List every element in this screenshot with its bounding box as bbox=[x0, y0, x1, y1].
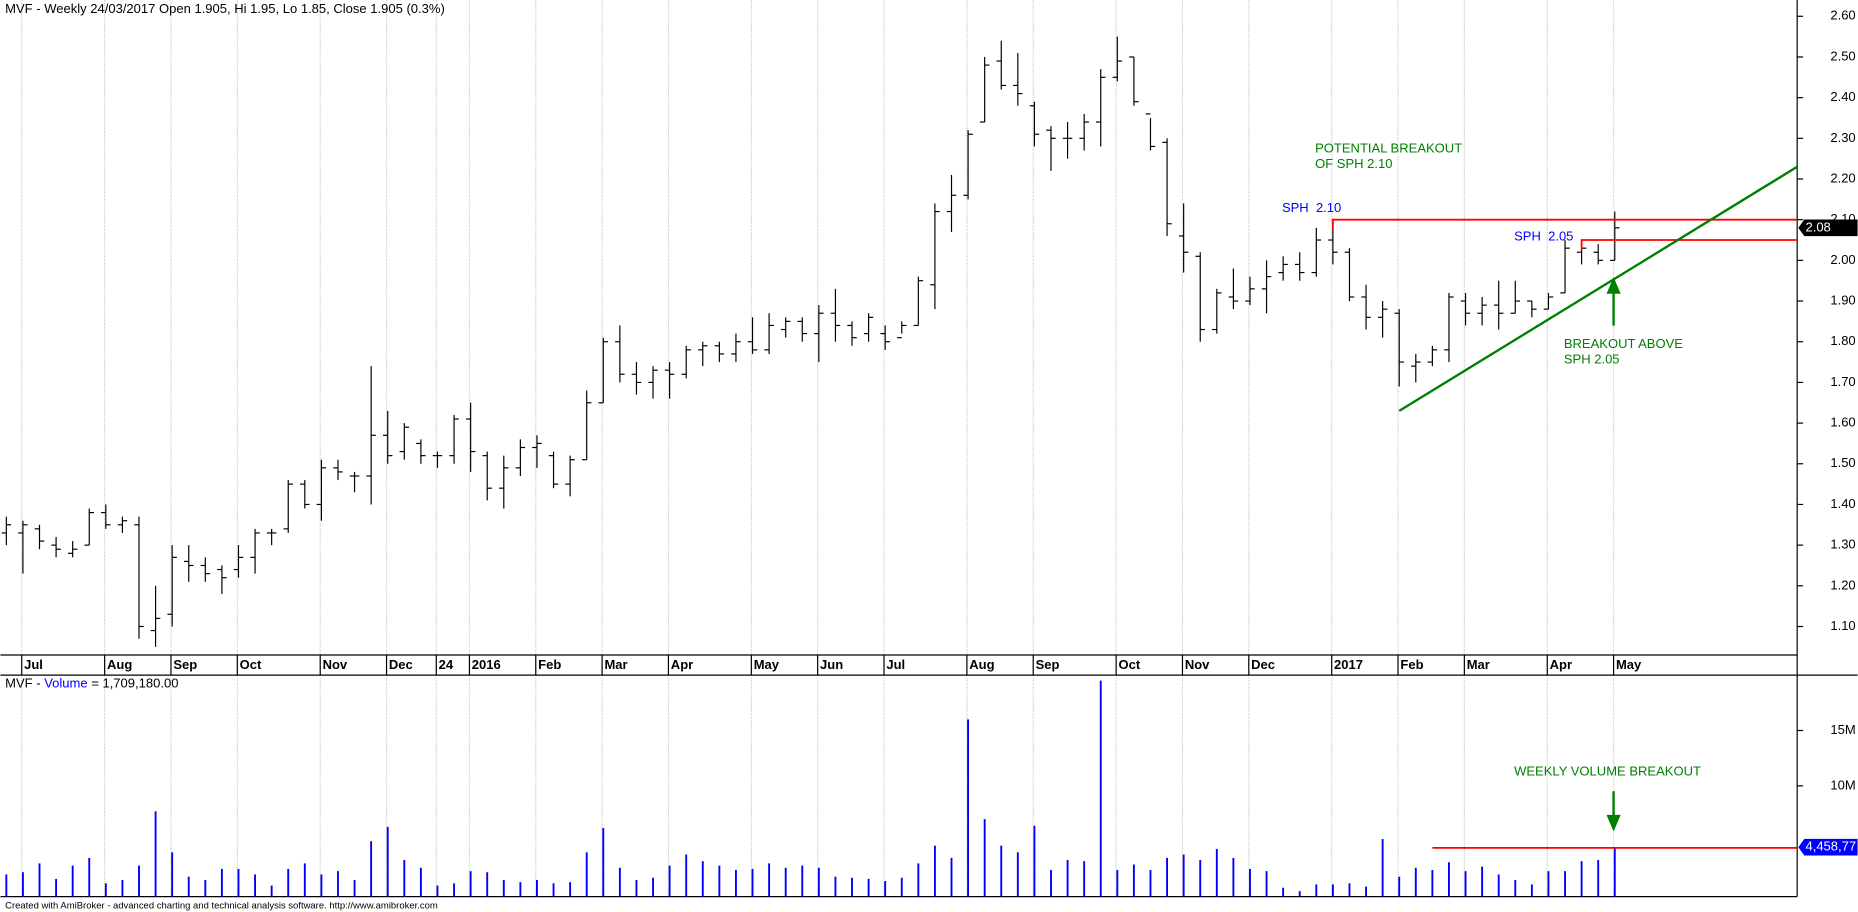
y-tick-label: 2.40 bbox=[1830, 89, 1855, 104]
annotation: OF SPH 2.10 bbox=[1315, 156, 1392, 171]
x-tick-label: Sep bbox=[173, 657, 197, 672]
x-tick-label: Feb bbox=[1400, 657, 1423, 672]
x-tick-label: Mar bbox=[604, 657, 627, 672]
last-value-marker bbox=[1798, 838, 1858, 856]
y-tick-label: 15M bbox=[1830, 722, 1855, 737]
x-tick-label: 2016 bbox=[472, 657, 501, 672]
x-tick-label: Apr bbox=[671, 657, 693, 672]
y-tick-label: 1.30 bbox=[1830, 537, 1855, 552]
x-tick-label: Oct bbox=[1119, 657, 1141, 672]
annotation: WEEKLY VOLUME BREAKOUT bbox=[1514, 764, 1701, 779]
footer: Created with AmiBroker - advanced charti… bbox=[5, 901, 438, 912]
last-value-marker bbox=[1798, 219, 1858, 237]
x-tick-label: Oct bbox=[240, 657, 262, 672]
y-tick-label: 1.10 bbox=[1830, 618, 1855, 633]
x-tick-label: Jun bbox=[820, 657, 843, 672]
y-tick-label: 1.60 bbox=[1830, 415, 1855, 430]
last-value-label: 2.08 bbox=[1805, 219, 1830, 234]
y-tick-label: 1.90 bbox=[1830, 292, 1855, 307]
y-tick-label: 1.20 bbox=[1830, 577, 1855, 592]
y-tick-label: 1.50 bbox=[1830, 455, 1855, 470]
x-tick-label: May bbox=[1616, 657, 1642, 672]
y-tick-label: 1.70 bbox=[1830, 374, 1855, 389]
y-tick-label: 2.00 bbox=[1830, 252, 1855, 267]
grid bbox=[21, 0, 1615, 897]
x-tick-label: Feb bbox=[538, 657, 561, 672]
x-tick-label: Nov bbox=[323, 657, 348, 672]
resistance-line bbox=[1580, 239, 1798, 250]
x-tick-label: Aug bbox=[107, 657, 132, 672]
last-value-label: 4,458,77 bbox=[1805, 839, 1856, 854]
annotation: BREAKOUT ABOVE bbox=[1564, 336, 1683, 351]
y-tick-label: 2.30 bbox=[1830, 130, 1855, 145]
y-tick-label: 10M bbox=[1830, 777, 1855, 792]
y-tick-label: 1.40 bbox=[1830, 496, 1855, 511]
x-tick-label: Nov bbox=[1185, 657, 1210, 672]
volume-title-prefix: MVF - bbox=[5, 676, 44, 691]
x-tick-label: Mar bbox=[1467, 657, 1490, 672]
price-title: MVF - Weekly 24/03/2017 Open 1.905, Hi 1… bbox=[5, 1, 445, 16]
x-tick-label: Jul bbox=[886, 657, 905, 672]
legend-entry: Volume bbox=[44, 676, 87, 691]
arrow bbox=[1606, 791, 1621, 832]
arrow bbox=[1606, 277, 1621, 326]
volume-title: MVF - Volume = 1,709,180.00 bbox=[5, 676, 178, 691]
annotation: SPH 2.05 bbox=[1564, 351, 1620, 366]
y-tick-label: 2.20 bbox=[1830, 170, 1855, 185]
y-tick-label: 2.50 bbox=[1830, 48, 1855, 63]
x-tick-label: Sep bbox=[1036, 657, 1060, 672]
x-tick-label: May bbox=[754, 657, 780, 672]
x-tick-label: Apr bbox=[1550, 657, 1572, 672]
annotation: POTENTIAL BREAKOUT bbox=[1315, 141, 1462, 156]
x-tick-label: 24 bbox=[439, 657, 454, 672]
trendline bbox=[1398, 165, 1798, 412]
resistance-line bbox=[1331, 218, 1798, 230]
x-tick-label: Jul bbox=[24, 657, 43, 672]
x-tick-label: Aug bbox=[969, 657, 994, 672]
y-tick-label: 2.60 bbox=[1830, 8, 1855, 23]
x-tick-label: Dec bbox=[1251, 657, 1275, 672]
x-tick-label: 2017 bbox=[1334, 657, 1363, 672]
y-tick-label: 1.80 bbox=[1830, 333, 1855, 348]
volume-title-suffix: = 1,709,180.00 bbox=[88, 676, 179, 691]
annotation: SPH 2.05 bbox=[1514, 228, 1573, 243]
annotation: SPH 2.10 bbox=[1282, 200, 1341, 215]
x-tick-label: Dec bbox=[389, 657, 413, 672]
